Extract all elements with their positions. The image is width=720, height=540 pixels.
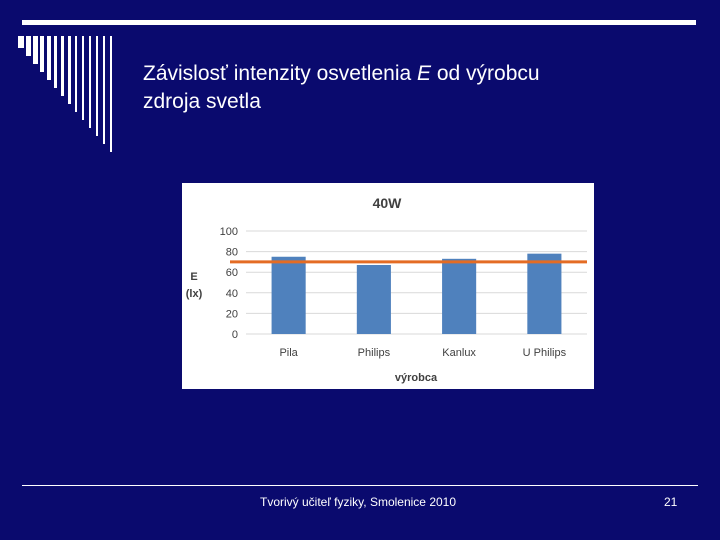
decorative-bar [75, 36, 77, 112]
y-tick-label: 80 [226, 247, 238, 259]
chart-title: 40W [373, 195, 403, 211]
bar [356, 264, 391, 334]
title-variable: E [417, 62, 432, 85]
decorative-bar [47, 36, 51, 80]
y-axis-label-line1: E [190, 271, 197, 283]
decorative-bar [18, 36, 24, 48]
decorative-bar [33, 36, 38, 64]
x-tick-label: Kanlux [442, 347, 476, 359]
bar [527, 253, 562, 334]
decorative-bar [26, 36, 31, 56]
x-tick-label: Philips [358, 347, 391, 359]
slide-title: Závislosť intenzity osvetlenia E od výro… [143, 60, 683, 116]
bar-chart: 40W E (lx) výrobca 0 20 40 60 80 100 Pila Phili… [186, 195, 587, 384]
bar [442, 258, 477, 334]
y-tick-label: 20 [226, 308, 238, 320]
decorative-bar [110, 36, 112, 152]
decorative-bar [61, 36, 64, 96]
x-axis-label: výrobca [395, 372, 438, 384]
decorative-bar [89, 36, 91, 128]
decorative-bar [103, 36, 105, 144]
top-rule [22, 20, 696, 25]
x-tick-label: Pila [279, 347, 298, 359]
title-part1: Závislosť intenzity osvetlenia [143, 62, 417, 85]
decorative-bar [68, 36, 71, 104]
chart-panel: 40W E (lx) výrobca 0 20 40 60 80 100 Pila Phili… [182, 183, 594, 389]
title-part2: od výrobcu [431, 62, 540, 85]
decorative-bar [82, 36, 84, 120]
x-tick-label: U Philips [523, 347, 567, 359]
decorative-bar [96, 36, 98, 136]
y-tick-label: 60 [226, 267, 238, 279]
page-number: 21 [664, 495, 678, 509]
bar [271, 256, 306, 334]
y-tick-label: 0 [232, 329, 238, 341]
decorative-bar [54, 36, 57, 88]
y-tick-label: 40 [226, 288, 238, 300]
title-line2: zdroja svetla [143, 90, 261, 113]
footer-text: Tvorivý učiteľ fyziky, Smolenice 2010 [260, 495, 457, 509]
bottom-rule [22, 485, 698, 486]
y-tick-label: 100 [220, 226, 238, 238]
decorative-bar [40, 36, 44, 72]
y-axis-label-line2: (lx) [186, 288, 203, 300]
